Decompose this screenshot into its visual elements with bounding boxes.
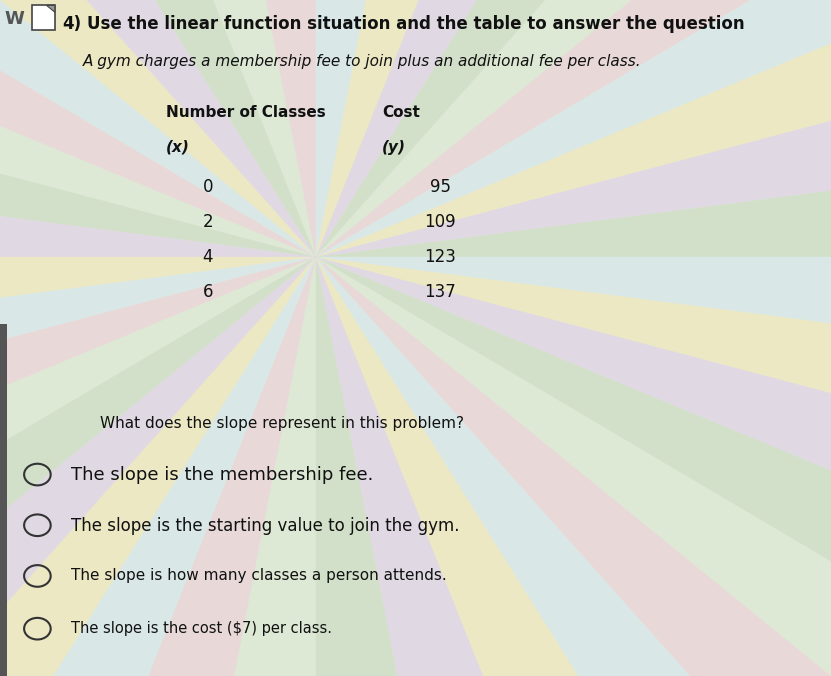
Wedge shape bbox=[316, 257, 831, 676]
Text: (x): (x) bbox=[166, 140, 190, 155]
Text: 4): 4) bbox=[62, 15, 81, 33]
Wedge shape bbox=[316, 257, 831, 676]
Wedge shape bbox=[316, 257, 831, 676]
Wedge shape bbox=[0, 257, 316, 676]
Wedge shape bbox=[0, 257, 316, 676]
Wedge shape bbox=[316, 0, 831, 257]
Bar bbox=[0, 324, 7, 676]
Wedge shape bbox=[0, 257, 316, 676]
Text: A gym charges a membership fee to join plus an additional fee per class.: A gym charges a membership fee to join p… bbox=[83, 54, 642, 69]
Wedge shape bbox=[316, 0, 831, 257]
Wedge shape bbox=[0, 0, 316, 257]
Wedge shape bbox=[316, 0, 831, 257]
Text: The slope is the cost ($7) per class.: The slope is the cost ($7) per class. bbox=[71, 621, 332, 635]
Wedge shape bbox=[0, 257, 316, 676]
Text: (y): (y) bbox=[382, 140, 406, 155]
Wedge shape bbox=[0, 257, 316, 676]
Text: What does the slope represent in this problem?: What does the slope represent in this pr… bbox=[100, 416, 464, 431]
Text: 0: 0 bbox=[203, 178, 213, 196]
Text: Cost: Cost bbox=[382, 105, 420, 120]
Text: 109: 109 bbox=[425, 213, 456, 231]
Wedge shape bbox=[0, 0, 316, 257]
Wedge shape bbox=[316, 257, 831, 521]
Text: 6: 6 bbox=[203, 283, 213, 301]
Text: The slope is the membership fee.: The slope is the membership fee. bbox=[71, 466, 373, 485]
Wedge shape bbox=[316, 257, 641, 676]
Wedge shape bbox=[0, 0, 316, 257]
Text: 137: 137 bbox=[425, 283, 456, 301]
Wedge shape bbox=[0, 0, 316, 257]
Wedge shape bbox=[316, 257, 831, 676]
Wedge shape bbox=[316, 0, 831, 257]
Wedge shape bbox=[316, 257, 831, 676]
Text: Use the linear function situation and the table to answer the question: Use the linear function situation and th… bbox=[87, 15, 745, 33]
Wedge shape bbox=[0, 0, 316, 257]
Wedge shape bbox=[0, 0, 316, 257]
Wedge shape bbox=[316, 257, 831, 676]
Text: The slope is how many classes a person attends.: The slope is how many classes a person a… bbox=[71, 568, 446, 583]
Text: 123: 123 bbox=[425, 248, 456, 266]
Text: 4: 4 bbox=[203, 248, 213, 266]
Text: 95: 95 bbox=[430, 178, 451, 196]
Polygon shape bbox=[47, 5, 55, 12]
Text: The slope is the starting value to join the gym.: The slope is the starting value to join … bbox=[71, 517, 460, 535]
Wedge shape bbox=[0, 257, 316, 676]
Text: W: W bbox=[4, 10, 24, 28]
Wedge shape bbox=[0, 257, 316, 676]
Wedge shape bbox=[316, 257, 831, 676]
Bar bbox=[32, 5, 55, 30]
Wedge shape bbox=[0, 0, 316, 257]
Wedge shape bbox=[316, 0, 831, 257]
Wedge shape bbox=[0, 0, 316, 257]
Wedge shape bbox=[316, 0, 831, 257]
Wedge shape bbox=[0, 0, 316, 257]
Text: 2: 2 bbox=[203, 213, 213, 231]
Wedge shape bbox=[316, 0, 831, 257]
Text: Number of Classes: Number of Classes bbox=[166, 105, 326, 120]
Wedge shape bbox=[316, 0, 641, 257]
Wedge shape bbox=[316, 0, 831, 257]
Wedge shape bbox=[316, 0, 831, 257]
Wedge shape bbox=[0, 257, 316, 521]
Wedge shape bbox=[316, 257, 831, 676]
Wedge shape bbox=[0, 0, 316, 257]
Wedge shape bbox=[0, 257, 316, 676]
Wedge shape bbox=[0, 257, 316, 676]
